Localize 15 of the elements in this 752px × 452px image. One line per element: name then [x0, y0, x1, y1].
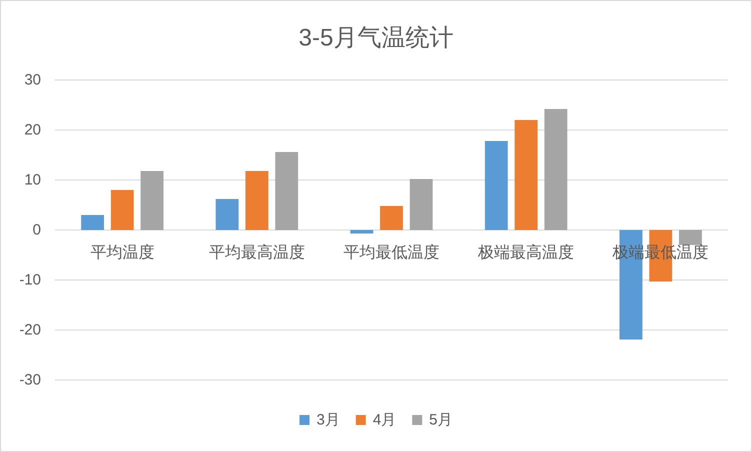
y-tick: 20 — [24, 122, 41, 138]
x-tick: 平均最低温度 — [344, 244, 440, 262]
x-tick: 平均最高温度 — [208, 244, 305, 262]
legend-label: 4月 — [372, 412, 396, 428]
y-tick: 10 — [24, 172, 41, 188]
y-tick: 30 — [24, 72, 41, 88]
y-tick: -20 — [19, 322, 41, 338]
x-tick: 平均温度 — [90, 244, 154, 262]
legend-label: 3月 — [316, 412, 340, 428]
y-tick: -10 — [19, 272, 41, 288]
x-tick: 极端最高温度 — [478, 244, 574, 262]
y-tick: 0 — [32, 222, 41, 238]
y-tick: -30 — [19, 372, 41, 388]
legend-label: 5月 — [429, 412, 453, 428]
title: 3-5月气温统计 — [298, 24, 454, 52]
